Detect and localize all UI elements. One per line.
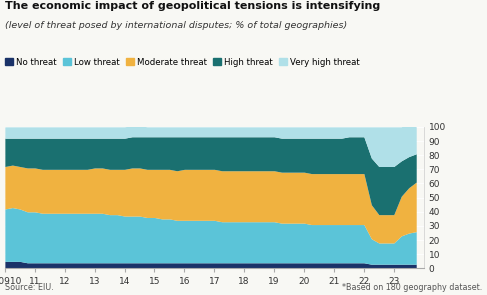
Legend: No threat, Low threat, Moderate threat, High threat, Very high threat: No threat, Low threat, Moderate threat, … [5,58,360,67]
Text: The economic impact of geopolitical tensions is intensifying: The economic impact of geopolitical tens… [5,1,380,12]
Text: Source: EIU.: Source: EIU. [5,283,54,292]
Text: *Based on 180 geography dataset.: *Based on 180 geography dataset. [342,283,482,292]
Text: (level of threat posed by international disputes; % of total geographies): (level of threat posed by international … [5,21,347,30]
